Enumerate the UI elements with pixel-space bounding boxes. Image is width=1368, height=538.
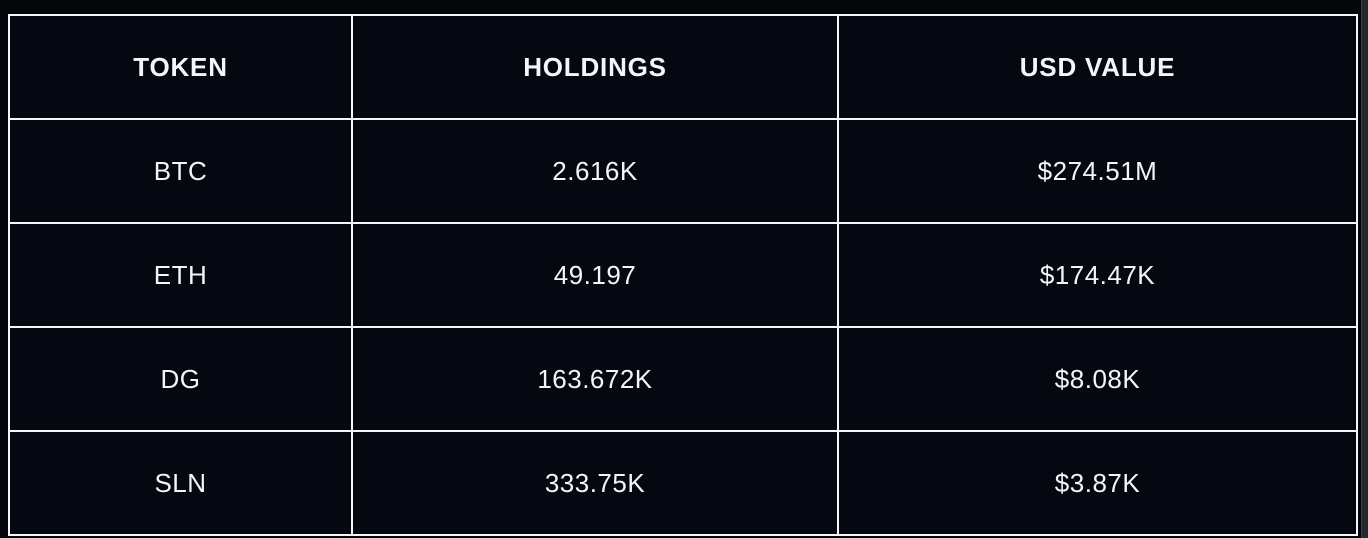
- usd-value-cell: $3.87K: [837, 430, 1358, 536]
- usd-value-cell: $174.47K: [837, 222, 1358, 328]
- column-header-usd-value: USD VALUE: [837, 14, 1358, 120]
- token-cell: ETH: [8, 222, 353, 328]
- column-header-holdings: HOLDINGS: [351, 14, 839, 120]
- token-holdings-table: TOKEN HOLDINGS USD VALUE BTC 2.616K $274…: [8, 14, 1358, 536]
- table-row: BTC 2.616K $274.51M: [8, 118, 1358, 224]
- token-cell: DG: [8, 326, 353, 432]
- column-header-token: TOKEN: [8, 14, 353, 120]
- table-row: DG 163.672K $8.08K: [8, 326, 1358, 432]
- holdings-cell: 163.672K: [351, 326, 839, 432]
- table-header-row: TOKEN HOLDINGS USD VALUE: [8, 14, 1358, 120]
- holdings-cell: 333.75K: [351, 430, 839, 536]
- usd-value-cell: $274.51M: [837, 118, 1358, 224]
- table-row: ETH 49.197 $174.47K: [8, 222, 1358, 328]
- holdings-cell: 49.197: [351, 222, 839, 328]
- usd-value-cell: $8.08K: [837, 326, 1358, 432]
- token-cell: BTC: [8, 118, 353, 224]
- vertical-scrollbar[interactable]: [1361, 0, 1368, 538]
- token-cell: SLN: [8, 430, 353, 536]
- table-row: SLN 333.75K $3.87K: [8, 430, 1358, 536]
- holdings-cell: 2.616K: [351, 118, 839, 224]
